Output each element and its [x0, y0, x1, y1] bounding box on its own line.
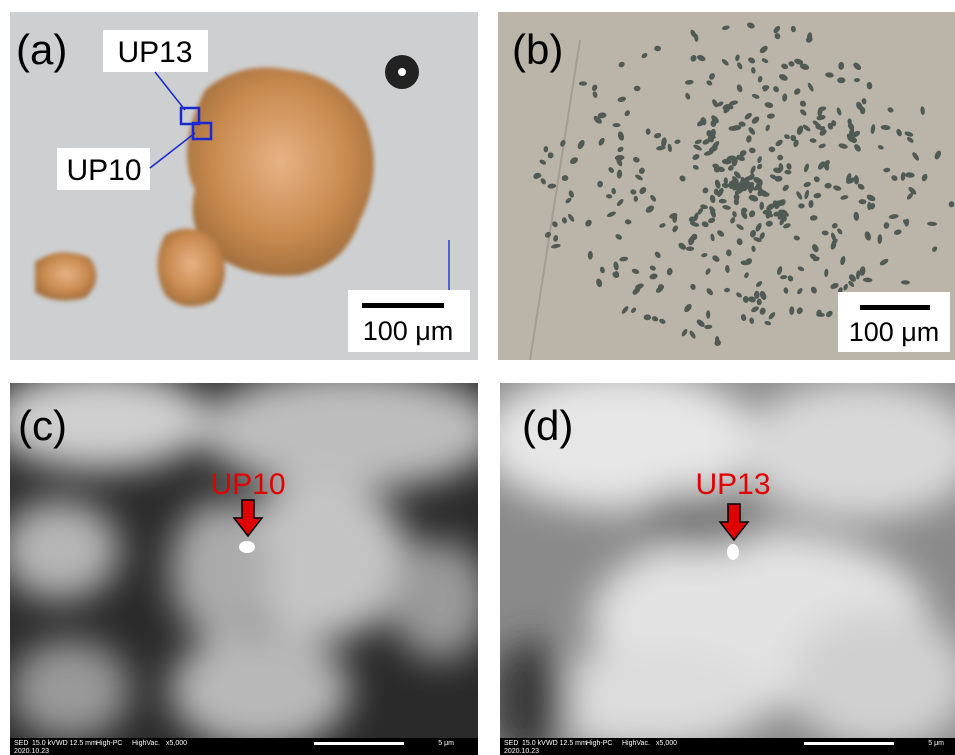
panel-label: (d)	[522, 402, 573, 449]
footer-text: WD 12.5 mm	[546, 740, 587, 747]
cell	[644, 314, 652, 320]
scale-bar	[804, 742, 894, 745]
annotation: UP13	[117, 36, 192, 69]
scale-bar	[314, 742, 404, 745]
scale-bar-label: 100 μm	[849, 317, 940, 347]
scale-bar	[362, 303, 444, 308]
figure: (a) UP13 UP10 100 μm (b) 100 μm (c) UP10	[0, 0, 955, 755]
footer-text: 15.0 kV	[522, 740, 546, 747]
footer-text: HighVac.	[132, 740, 160, 747]
panel-c	[0, 370, 500, 755]
scale-bar-label: 100 μm	[363, 316, 454, 346]
cell	[613, 123, 621, 127]
footer-text: x5,000	[656, 740, 677, 747]
panel-label: (c)	[18, 402, 67, 449]
annotation: UP10	[210, 468, 285, 501]
footer-text: SED	[14, 740, 28, 747]
cell	[634, 196, 638, 202]
annotation: UP13	[695, 468, 770, 501]
panel-label: (b)	[512, 26, 563, 73]
footer-text: 2020.10.23	[504, 748, 539, 755]
footer-text: 2020.10.23	[14, 748, 49, 755]
footer-text: 15.0 kV	[32, 740, 56, 747]
footer-text: HighVac.	[622, 740, 650, 747]
cell	[714, 188, 718, 195]
annotation: UP10	[66, 154, 141, 187]
footer-text: x5,000	[166, 740, 187, 747]
panel-label: (a)	[16, 26, 67, 73]
footer-text: SED	[504, 740, 518, 747]
footer-text: High-PC	[96, 740, 122, 747]
cell	[706, 310, 710, 319]
scale-bar	[860, 305, 930, 310]
footer-text: WD 12.5 mm	[56, 740, 97, 747]
footer-text: High-PC	[586, 740, 612, 747]
footer-text: 5 μm	[438, 740, 454, 747]
footer-text: 5 μm	[928, 740, 944, 747]
